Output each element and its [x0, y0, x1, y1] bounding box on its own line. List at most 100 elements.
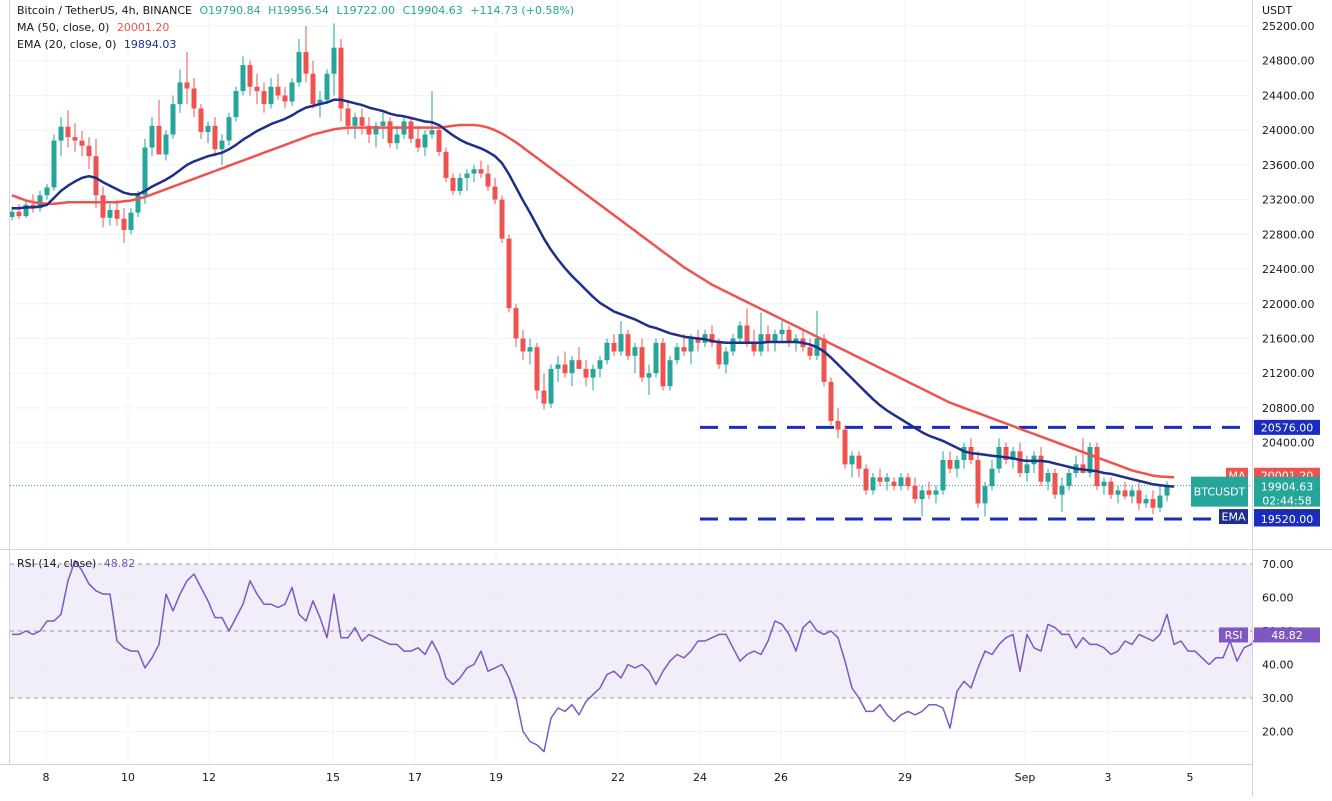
- candle-body: [527, 347, 533, 352]
- candle-body: [170, 104, 176, 135]
- candle: [1038, 446, 1044, 487]
- candle-body: [149, 125, 155, 148]
- candle: [772, 329, 778, 352]
- candle: [450, 173, 456, 196]
- candle-body: [135, 195, 141, 213]
- candle-body: [240, 65, 246, 92]
- candle-body: [625, 334, 631, 356]
- candle: [590, 364, 596, 391]
- candle: [79, 131, 85, 157]
- candle-body: [233, 91, 239, 118]
- candle: [352, 112, 358, 139]
- candle-body: [709, 334, 715, 343]
- candle: [443, 147, 449, 183]
- candle-body: [940, 460, 946, 491]
- candle-body: [863, 468, 869, 491]
- candle-body: [1101, 481, 1107, 487]
- candle: [191, 78, 197, 118]
- ma-legend[interactable]: MA (50, close, 0) 20001.20: [17, 21, 173, 35]
- candle-body: [933, 490, 939, 495]
- ema-tag-label-bg: [1219, 509, 1248, 525]
- candle-body: [51, 140, 57, 188]
- price-tick-label: 23600.00: [1262, 159, 1315, 172]
- candle: [562, 351, 568, 378]
- low-value: L19722.00: [336, 4, 396, 17]
- candle-body: [114, 210, 120, 219]
- candle: [177, 69, 183, 113]
- time-tick-label: 17: [408, 771, 422, 784]
- candle-body: [289, 82, 295, 102]
- candle-body: [898, 477, 904, 487]
- candle: [555, 355, 561, 382]
- resistance-tag-value-bg: [1254, 419, 1320, 435]
- candle: [380, 112, 386, 139]
- candle-body: [905, 477, 911, 487]
- candle: [205, 121, 211, 144]
- candle: [604, 338, 610, 365]
- candle-body: [828, 381, 834, 421]
- candle-body: [786, 329, 792, 343]
- candle: [121, 208, 127, 243]
- candle: [457, 173, 463, 196]
- candle: [891, 477, 897, 491]
- candle-body: [975, 460, 981, 504]
- candle-body: [72, 137, 78, 141]
- candle: [219, 134, 225, 165]
- candle-body: [1038, 455, 1044, 482]
- candle-body: [422, 134, 428, 148]
- candle: [744, 308, 750, 348]
- candle: [975, 451, 981, 508]
- candle: [93, 138, 99, 209]
- candle-body: [793, 338, 799, 343]
- candle: [856, 451, 862, 478]
- price-tick-label: 20800.00: [1262, 402, 1315, 415]
- candle: [373, 121, 379, 148]
- candle-body: [576, 360, 582, 369]
- candle-body: [408, 121, 414, 139]
- candle-body: [23, 204, 29, 217]
- candle-body: [254, 86, 260, 92]
- candle-body: [1122, 490, 1128, 497]
- candle-body: [891, 481, 897, 487]
- candle: [310, 60, 316, 109]
- rsi-tick-label: 60.00: [1262, 592, 1294, 605]
- candle: [16, 203, 22, 219]
- candle-body: [737, 325, 743, 339]
- candle: [940, 451, 946, 495]
- candle: [961, 442, 967, 469]
- candle: [163, 130, 169, 161]
- candle: [86, 137, 92, 170]
- candle: [870, 473, 876, 495]
- open-value: O19790.84: [199, 4, 261, 17]
- candle: [107, 203, 113, 226]
- candle-body: [79, 140, 85, 146]
- ema-legend[interactable]: EMA (20, close, 0) 19894.03: [17, 38, 180, 52]
- candle: [359, 108, 365, 135]
- candle-body: [821, 338, 827, 382]
- candle-body: [695, 338, 701, 343]
- candle: [884, 473, 890, 491]
- rsi-legend[interactable]: RSI (14, close) 48.82: [17, 557, 139, 571]
- candle-body: [191, 88, 197, 109]
- candle: [723, 347, 729, 374]
- price-tick-label: 20400.00: [1262, 437, 1315, 450]
- candle-body: [989, 468, 995, 487]
- ema20-line: [12, 98, 1175, 488]
- candle: [660, 338, 666, 391]
- candle: [863, 464, 869, 495]
- candle-body: [1108, 481, 1114, 495]
- indicator-lines: [11, 98, 1259, 753]
- candle: [429, 91, 435, 139]
- candle: [23, 201, 29, 218]
- candle-body: [107, 210, 113, 218]
- candle: [128, 208, 134, 235]
- candle-body: [1115, 490, 1121, 495]
- candle-body: [912, 486, 918, 500]
- candle-body: [1129, 490, 1135, 497]
- candle: [499, 195, 505, 243]
- candle-body: [919, 490, 925, 500]
- candle: [212, 117, 218, 157]
- candle: [569, 355, 575, 387]
